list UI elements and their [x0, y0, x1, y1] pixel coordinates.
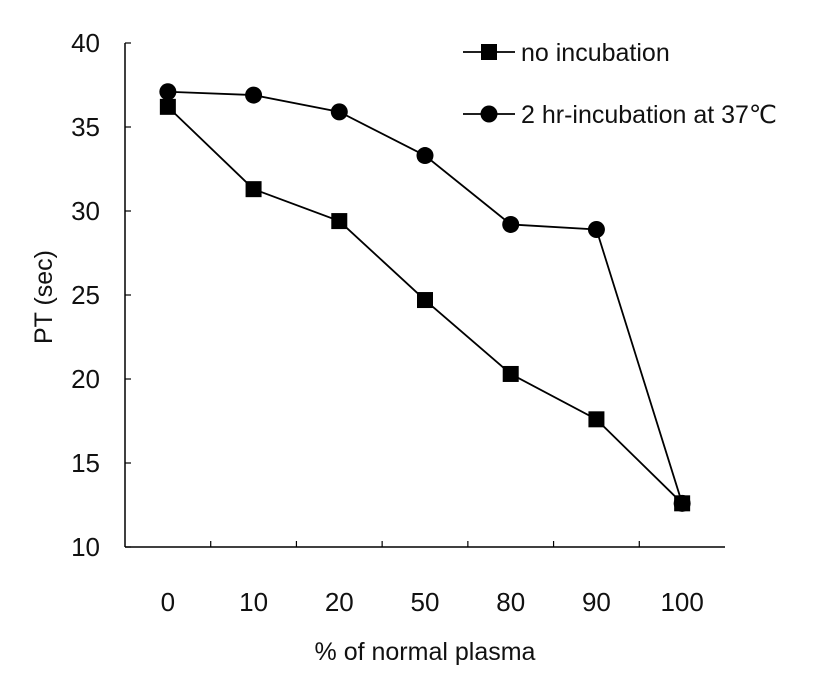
x-axis-title: % of normal plasma — [315, 638, 536, 666]
data-point — [588, 411, 605, 428]
y-tick-label: 30 — [71, 196, 100, 226]
legend-item: 2 hr-incubation at 37℃ — [463, 101, 777, 129]
y-tick-label: 10 — [71, 532, 100, 562]
axes — [124, 42, 725, 548]
legend-label: no incubation — [521, 39, 670, 67]
data-point — [673, 494, 691, 512]
data-point — [502, 365, 519, 382]
data-point — [417, 292, 433, 309]
data-point — [331, 213, 348, 230]
legend-label: 2 hr-incubation at 37℃ — [521, 101, 777, 129]
y-tick-label: 20 — [71, 364, 100, 394]
x-tick-label: 100 — [660, 587, 703, 617]
data-point — [159, 83, 177, 101]
x-tick-label: 0 — [161, 587, 175, 617]
x-tick-label: 90 — [582, 587, 611, 617]
x-tick-labels: 0 10 20 50 80 90 100 — [161, 587, 704, 617]
data-point — [159, 98, 176, 115]
legend: no incubation 2 hr-incubation at 37℃ — [463, 39, 777, 129]
series-group — [159, 83, 691, 512]
data-point — [416, 147, 434, 165]
y-tick-label: 40 — [71, 28, 100, 58]
legend-item: no incubation — [463, 39, 670, 67]
data-point — [245, 181, 262, 198]
legend-marker — [481, 44, 497, 60]
x-tick-label: 50 — [411, 587, 440, 617]
data-point — [245, 86, 263, 104]
x-tick-label: 80 — [496, 587, 525, 617]
y-tick-labels: 10 15 20 25 30 35 40 — [71, 28, 100, 562]
y-axis-title: PT (sec) — [30, 250, 58, 344]
series-2 — [159, 83, 691, 512]
data-point — [587, 220, 605, 238]
y-tick-label: 35 — [71, 112, 100, 142]
legend-marker — [480, 105, 498, 123]
data-point — [502, 215, 520, 233]
x-tick-label: 20 — [325, 587, 354, 617]
data-point — [330, 103, 348, 121]
y-tick-label: 25 — [71, 280, 100, 310]
x-tick-label: 10 — [239, 587, 268, 617]
y-tick-label: 15 — [71, 448, 100, 478]
